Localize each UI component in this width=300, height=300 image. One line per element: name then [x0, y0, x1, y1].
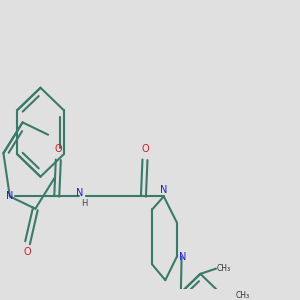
Text: N: N [178, 252, 186, 262]
Text: N: N [76, 188, 84, 198]
Text: O: O [24, 247, 32, 257]
Text: N: N [6, 191, 14, 201]
Text: CH₃: CH₃ [216, 264, 231, 273]
Text: N: N [160, 184, 167, 195]
Text: CH₃: CH₃ [236, 291, 250, 300]
Text: H: H [81, 199, 87, 208]
Text: O: O [55, 144, 62, 154]
Text: O: O [141, 144, 149, 154]
